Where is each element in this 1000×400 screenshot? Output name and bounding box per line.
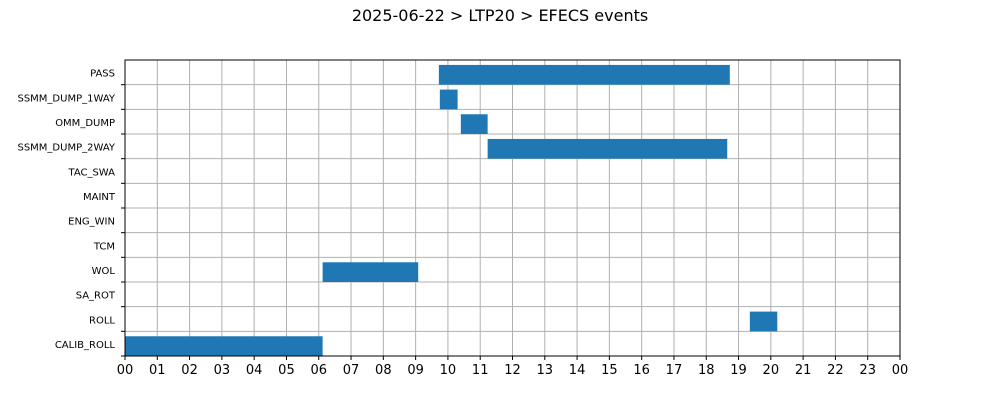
x-tick-label: 16	[633, 363, 650, 378]
x-tick-label: 13	[537, 363, 554, 378]
x-tick-label: 06	[310, 363, 327, 378]
y-tick-label: SSMM_DUMP_1WAY	[17, 93, 115, 104]
x-tick-label: 21	[795, 363, 812, 378]
x-tick-label: 17	[666, 363, 683, 378]
y-tick-label: MAINT	[83, 192, 116, 203]
x-tick-label: 00	[117, 363, 134, 378]
x-tick-label: 02	[181, 363, 198, 378]
x-tick-label: 12	[504, 363, 521, 378]
event-bar	[322, 262, 419, 282]
y-tick-label: SA_ROT	[76, 291, 116, 302]
y-tick-label: TAC_SWA	[67, 167, 115, 178]
event-bar	[749, 311, 778, 332]
x-tick-label: 01	[149, 363, 166, 378]
x-tick-label: 08	[375, 363, 392, 378]
y-tick-label: OMM_DUMP	[55, 118, 115, 129]
y-tick-label: WOL	[92, 266, 116, 277]
event-bar	[438, 64, 730, 85]
x-tick-label: 07	[343, 363, 360, 378]
y-tick-label: SSMM_DUMP_2WAY	[17, 143, 115, 154]
x-tick-label: 14	[569, 363, 586, 378]
event-bar	[439, 89, 458, 110]
chart-title: 2025-06-22 > LTP20 > EFECS events	[351, 6, 649, 25]
x-tick-label: 00	[892, 363, 909, 378]
y-tick-label: ROLL	[89, 315, 115, 326]
y-tick-label: CALIB_ROLL	[55, 340, 116, 351]
y-tick-label: TCM	[93, 241, 115, 252]
x-tick-label: 09	[407, 363, 424, 378]
x-tick-label: 05	[278, 363, 295, 378]
y-tick-label: ENG_WIN	[68, 217, 115, 228]
x-tick-label: 18	[698, 363, 715, 378]
event-bar	[460, 114, 488, 134]
x-tick-label: 04	[246, 363, 263, 378]
x-tick-label: 10	[440, 363, 457, 378]
y-tick-label: PASS	[90, 69, 115, 80]
event-bar	[125, 336, 323, 356]
x-tick-label: 23	[859, 363, 876, 378]
x-tick-label: 20	[763, 363, 780, 378]
x-tick-label: 22	[827, 363, 844, 378]
x-tick-label: 11	[472, 363, 489, 378]
event-bar	[487, 138, 728, 159]
x-tick-label: 03	[214, 363, 231, 378]
x-tick-label: 15	[601, 363, 618, 378]
x-tick-label: 19	[730, 363, 747, 378]
